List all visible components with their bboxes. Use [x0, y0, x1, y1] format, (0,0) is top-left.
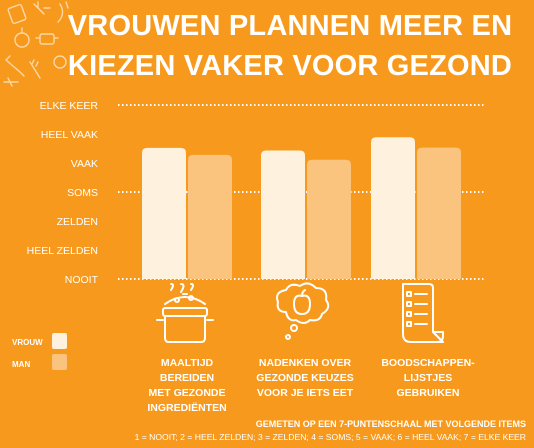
- chart-title: VROUWEN PLANNEN MEER EN KIEZEN VAKER VOO…: [60, 6, 520, 86]
- y-axis-labels: NOOIT HEEL ZELDEN ZELDEN SOMS VAAK HEEL VAAK E…: [27, 100, 99, 286]
- y-tick-label: SOMS: [67, 187, 98, 199]
- legend-swatch-man: [52, 354, 67, 370]
- title-line-2: KIEZEN VAKER VOOR GEZOND: [67, 50, 513, 82]
- legend-label-man: MAN: [12, 360, 31, 369]
- legend-label-vrouw: VROUW: [12, 338, 43, 347]
- bar-vrouw-2: [261, 150, 305, 279]
- y-tick-label: VAAK: [71, 158, 98, 170]
- bars: [142, 137, 461, 279]
- shopping-list-icon: [402, 283, 444, 343]
- kitchen-utensils-icon: [3, 1, 69, 87]
- bar-vrouw-1: [142, 147, 186, 279]
- footnote-line-1: GEMETEN OP EEN 7-PUNTENSCHAAL MET VOLGEN…: [255, 419, 526, 429]
- y-tick-label: NOOIT: [65, 274, 99, 286]
- bar-man-2: [307, 159, 351, 279]
- bar-man-1: [188, 154, 232, 279]
- y-tick-label: ELKE KEER: [40, 100, 99, 112]
- y-tick-label: ZELDEN: [57, 216, 98, 228]
- footnote-line-2: 1 = NOOIT; 2 = HEEL ZELDEN; 3 = ZELDEN; …: [134, 432, 526, 442]
- cooking-pot-icon: [156, 283, 214, 343]
- y-tick-label: HEEL ZELDEN: [27, 245, 98, 257]
- bar-vrouw-3: [371, 137, 415, 279]
- thought-apple-icon: [276, 282, 330, 340]
- category-label-1: MAALTIJD BEREIDEN MET GEZONDE INGREDIËNT…: [147, 357, 227, 414]
- y-tick-label: HEEL VAAK: [41, 129, 98, 141]
- category-label-2: NADENKEN OVER GEZONDE KEUZES VOOR JE IET…: [256, 357, 354, 399]
- legend-swatch-vrouw: [52, 333, 67, 349]
- bar-man-3: [417, 147, 461, 279]
- category-label-3: BOODSCHAPPEN- LIJSTJES GEBRUIKEN: [381, 357, 475, 399]
- title-line-1: VROUWEN PLANNEN MEER EN: [67, 10, 513, 42]
